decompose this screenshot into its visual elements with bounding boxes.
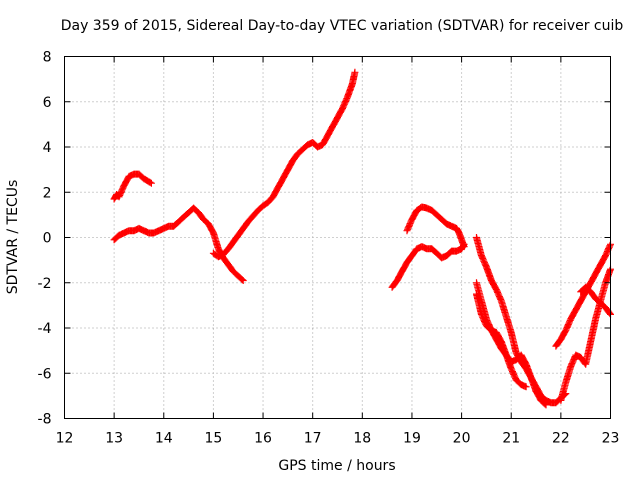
series-track-2 bbox=[110, 204, 247, 284]
x-tick-label: 18 bbox=[353, 431, 371, 447]
x-tick-label: 19 bbox=[403, 431, 421, 447]
x-tick-label: 12 bbox=[56, 431, 74, 447]
data-point-markers bbox=[110, 170, 155, 203]
x-tick-label: 20 bbox=[453, 431, 471, 447]
data-marks bbox=[110, 68, 614, 409]
y-tick-label: -8 bbox=[38, 412, 52, 428]
series-track-1 bbox=[110, 170, 155, 203]
y-tick-label: 0 bbox=[43, 231, 52, 247]
y-axis-label: SDTVAR / TECUs bbox=[5, 180, 21, 295]
data-point-markers bbox=[577, 283, 614, 318]
data-point-markers bbox=[110, 204, 247, 284]
x-tick-label: 15 bbox=[204, 431, 222, 447]
data-point-markers bbox=[388, 240, 468, 291]
y-tick-label: -2 bbox=[38, 276, 52, 292]
y-tick-label: -4 bbox=[38, 321, 52, 337]
data-point-markers bbox=[403, 203, 468, 251]
x-tick-label: 23 bbox=[602, 431, 620, 447]
x-tick-labels: 12 13 14 15 16 17 18 19 20 21 22 23 bbox=[56, 431, 620, 447]
y-tick-label: -6 bbox=[38, 366, 52, 382]
y-tick-label: 2 bbox=[43, 185, 52, 201]
x-tick-label: 21 bbox=[502, 431, 520, 447]
x-tick-label: 16 bbox=[254, 431, 272, 447]
y-tick-label: 4 bbox=[43, 140, 52, 156]
x-axis-label: GPS time / hours bbox=[278, 458, 395, 474]
x-tick-label: 17 bbox=[304, 431, 322, 447]
data-point-markers bbox=[473, 290, 530, 391]
series-track-4 bbox=[388, 240, 468, 291]
y-tick-label: 8 bbox=[43, 50, 52, 66]
series-track-11 bbox=[577, 283, 614, 318]
x-tick-label: 22 bbox=[552, 431, 570, 447]
series-track-8 bbox=[473, 290, 530, 391]
axis-ticks bbox=[64, 56, 611, 419]
chart-title: Day 359 of 2015, Sidereal Day-to-day VTE… bbox=[61, 18, 624, 34]
x-tick-label: 13 bbox=[105, 431, 123, 447]
data-point-markers bbox=[209, 68, 359, 261]
y-tick-labels: -8 -6 -4 -2 0 2 4 6 8 bbox=[38, 50, 52, 428]
series-track-3 bbox=[209, 68, 359, 261]
series-track-5 bbox=[403, 203, 468, 251]
y-tick-label: 6 bbox=[43, 95, 52, 111]
x-tick-label: 14 bbox=[155, 431, 173, 447]
